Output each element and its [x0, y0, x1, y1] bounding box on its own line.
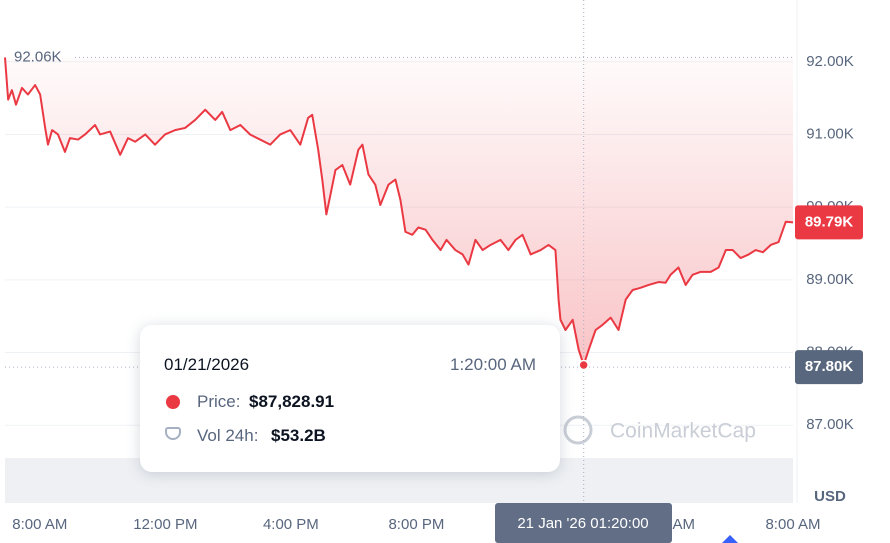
volume-label: Vol 24h:: [197, 426, 259, 445]
x-tick-label: 12:00 PM: [133, 516, 197, 533]
x-tick-label: 8:00 AM: [12, 516, 67, 533]
price-value: $87,828.91: [249, 392, 335, 411]
price-line: [4, 57, 794, 366]
crosshair-box: [495, 503, 672, 543]
price-label: Price:: [197, 392, 241, 411]
volume-icon: [165, 427, 181, 440]
crosshair-label: 21 Jan '26 01:20:00: [517, 515, 648, 532]
currency: USD: [814, 488, 846, 505]
low-box: [795, 350, 863, 385]
y-tick-label: 87.00K: [806, 416, 854, 433]
scroll-marker: [722, 535, 738, 543]
low-label: 87.80K: [805, 358, 854, 375]
hover-point: [578, 359, 589, 371]
tooltip-date: 01/21/2026: [164, 355, 250, 374]
x-tick-label: 8:00 AM: [765, 516, 820, 533]
price-area: [5, 57, 793, 365]
current-box: [795, 205, 863, 240]
y-tick-label: 89.00K: [806, 271, 854, 288]
x-tick-label: 8:00 PM: [388, 516, 444, 533]
y-tick-label: 92.00K: [806, 53, 854, 70]
current-label: 89.79K: [805, 213, 854, 230]
tooltip: 01/21/2026 1:20:00 AM Price: $87,828.91 …: [140, 325, 560, 472]
watermark: CoinMarketCap: [610, 420, 756, 443]
watermark-logo: [563, 415, 593, 445]
y-tick-label: 91.00K: [806, 125, 854, 142]
tooltip-time: 1:20:00 AM: [449, 355, 536, 374]
high-label: 92.06K: [14, 48, 62, 65]
x-tick-label: 4:00 PM: [263, 516, 319, 533]
price-dot: [166, 395, 180, 409]
volume-value: $53.2B: [271, 426, 326, 445]
